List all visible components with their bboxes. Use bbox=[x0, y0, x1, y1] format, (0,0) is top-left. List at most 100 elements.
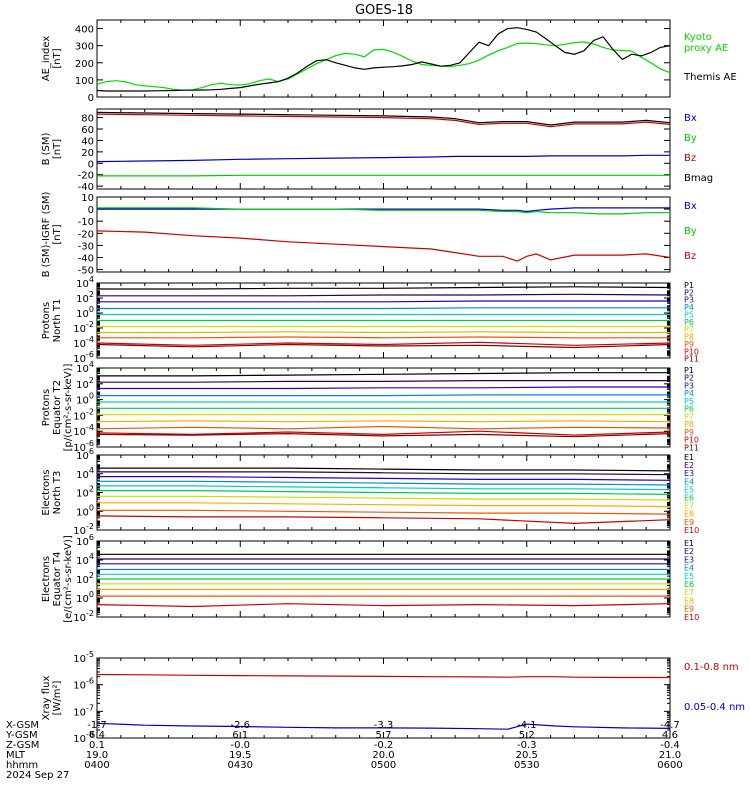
x-tick-label: 0400 bbox=[84, 760, 109, 771]
legend-label: By bbox=[684, 226, 697, 237]
x-tick-label: 0500 bbox=[371, 760, 396, 771]
legend-label: P8 bbox=[684, 333, 694, 342]
y-tick-label: 10-6 bbox=[73, 439, 94, 454]
legend-label: E10 bbox=[684, 526, 699, 535]
x-tick-label: -4.1 bbox=[517, 720, 537, 731]
series-line-e10 bbox=[96, 603, 671, 608]
legend-label: P6 bbox=[684, 318, 694, 327]
legend-label: E4 bbox=[684, 477, 694, 486]
y-tick-label: 10-2 bbox=[73, 320, 94, 335]
y-tick-label: 10-2 bbox=[73, 407, 94, 422]
legend-label: E1 bbox=[684, 539, 694, 548]
x-tick-label: 6.1 bbox=[232, 730, 248, 741]
series-line-0-1-0-8-nm bbox=[96, 673, 670, 679]
y-axis-label: [nT] bbox=[52, 48, 63, 68]
x-tick-label: -3.3 bbox=[374, 720, 394, 731]
x-tick-label: 0600 bbox=[657, 760, 682, 771]
y-tick-label: -20 bbox=[78, 171, 94, 182]
series-line-p3 bbox=[97, 300, 670, 303]
x-tick-label: 6.4 bbox=[89, 730, 105, 741]
series-line-themis-ae bbox=[96, 27, 671, 92]
x-row-label: Y-GSM bbox=[5, 730, 38, 741]
legend-label: Bmag bbox=[684, 173, 713, 184]
y-tick-label: 10-8 bbox=[73, 730, 94, 745]
series-line-p1 bbox=[97, 372, 670, 377]
x-tick-label: -4.7 bbox=[660, 720, 680, 731]
y-tick-label: 100 bbox=[75, 76, 94, 87]
legend-label: E4 bbox=[684, 564, 694, 573]
legend-label: 0.1-0.8 nm bbox=[684, 662, 739, 673]
series-line-bmag bbox=[96, 111, 671, 126]
legend-label: E1 bbox=[684, 453, 694, 462]
y-tick-label: 100 bbox=[76, 503, 94, 518]
series-line-e9 bbox=[97, 509, 671, 515]
x-tick-label: 21.0 bbox=[659, 750, 681, 761]
legend-label: P3 bbox=[684, 296, 694, 305]
y-tick-label: 300 bbox=[75, 42, 94, 53]
legend-label: P5 bbox=[684, 310, 694, 319]
legend-label: P1 bbox=[684, 281, 694, 290]
legend-label: E8 bbox=[684, 510, 694, 519]
series-line-e6 bbox=[97, 490, 671, 495]
legend-label: Bz bbox=[684, 251, 696, 262]
y-tick-label: 10-7 bbox=[73, 703, 94, 718]
series-line-p8 bbox=[96, 420, 671, 423]
legend-label: P9 bbox=[684, 340, 694, 349]
legend-label: E3 bbox=[684, 469, 694, 478]
series-line-p4 bbox=[97, 307, 670, 310]
series-line-by bbox=[97, 207, 670, 215]
legend-label: P2 bbox=[684, 374, 694, 383]
x-tick-label: -0.4 bbox=[660, 740, 680, 751]
legend-label: P10 bbox=[684, 436, 699, 445]
series-line-p9 bbox=[96, 425, 671, 430]
y-tick-label: 40 bbox=[81, 136, 94, 147]
y-tick-label: 10-6 bbox=[73, 677, 94, 692]
y-tick-label: 100 bbox=[76, 590, 94, 605]
series-line-bx bbox=[96, 154, 670, 163]
series-line-0-05-0-4-nm bbox=[96, 722, 671, 730]
y-tick-label: 10-2 bbox=[73, 609, 94, 624]
y-tick-label: 104 bbox=[76, 275, 94, 290]
series-line-p10 bbox=[96, 430, 671, 436]
y-tick-label: 60 bbox=[81, 125, 94, 136]
legend-label: E7 bbox=[684, 502, 694, 511]
y-tick-label: 104 bbox=[76, 360, 94, 375]
legend-label: Bx bbox=[684, 113, 697, 124]
y-axis-label: B (SM)-IGRF (SM) bbox=[41, 192, 52, 278]
y-tick-label: 102 bbox=[76, 571, 94, 586]
y-tick-label: 10-2 bbox=[73, 522, 94, 537]
y-tick-label: 104 bbox=[76, 552, 94, 567]
series-line-kyoto-proxy-ae bbox=[96, 41, 671, 91]
series-line-e1 bbox=[97, 467, 671, 472]
legend-label: P4 bbox=[684, 303, 694, 312]
y-tick-label: 100 bbox=[76, 392, 94, 407]
legend-label: P11 bbox=[684, 443, 699, 452]
y-tick-label: 0 bbox=[88, 93, 94, 104]
series-line-by bbox=[97, 174, 670, 177]
series-line-p2 bbox=[97, 293, 671, 297]
panel-8: 10-8 10-7 10-6 10-5 Xray flux [W/m²] 0.1-0.8 n… bbox=[41, 650, 745, 745]
x-tick-label: -0.3 bbox=[517, 740, 537, 751]
legend-label: E10 bbox=[684, 613, 699, 622]
legend-label: By bbox=[684, 133, 697, 144]
x-tick-label: -2.6 bbox=[230, 720, 250, 731]
legend-label: E5 bbox=[684, 572, 694, 581]
x-tick-label: 4.6 bbox=[662, 730, 678, 741]
x-row-label: Z-GSM bbox=[6, 740, 39, 751]
x-tick-label: 0430 bbox=[228, 760, 253, 771]
legend-label: E7 bbox=[684, 588, 694, 597]
y-tick-label: -40 bbox=[78, 182, 94, 193]
legend-label: E2 bbox=[684, 461, 694, 470]
panel-frame bbox=[96, 19, 671, 98]
x-tick-label: 5.7 bbox=[376, 730, 392, 741]
legend-label: E8 bbox=[684, 596, 694, 605]
y-tick-label: 400 bbox=[75, 25, 94, 36]
series-line-e10 bbox=[96, 515, 671, 525]
y-axis-label: Protons bbox=[41, 302, 52, 339]
y-tick-label: -20 bbox=[78, 229, 94, 240]
